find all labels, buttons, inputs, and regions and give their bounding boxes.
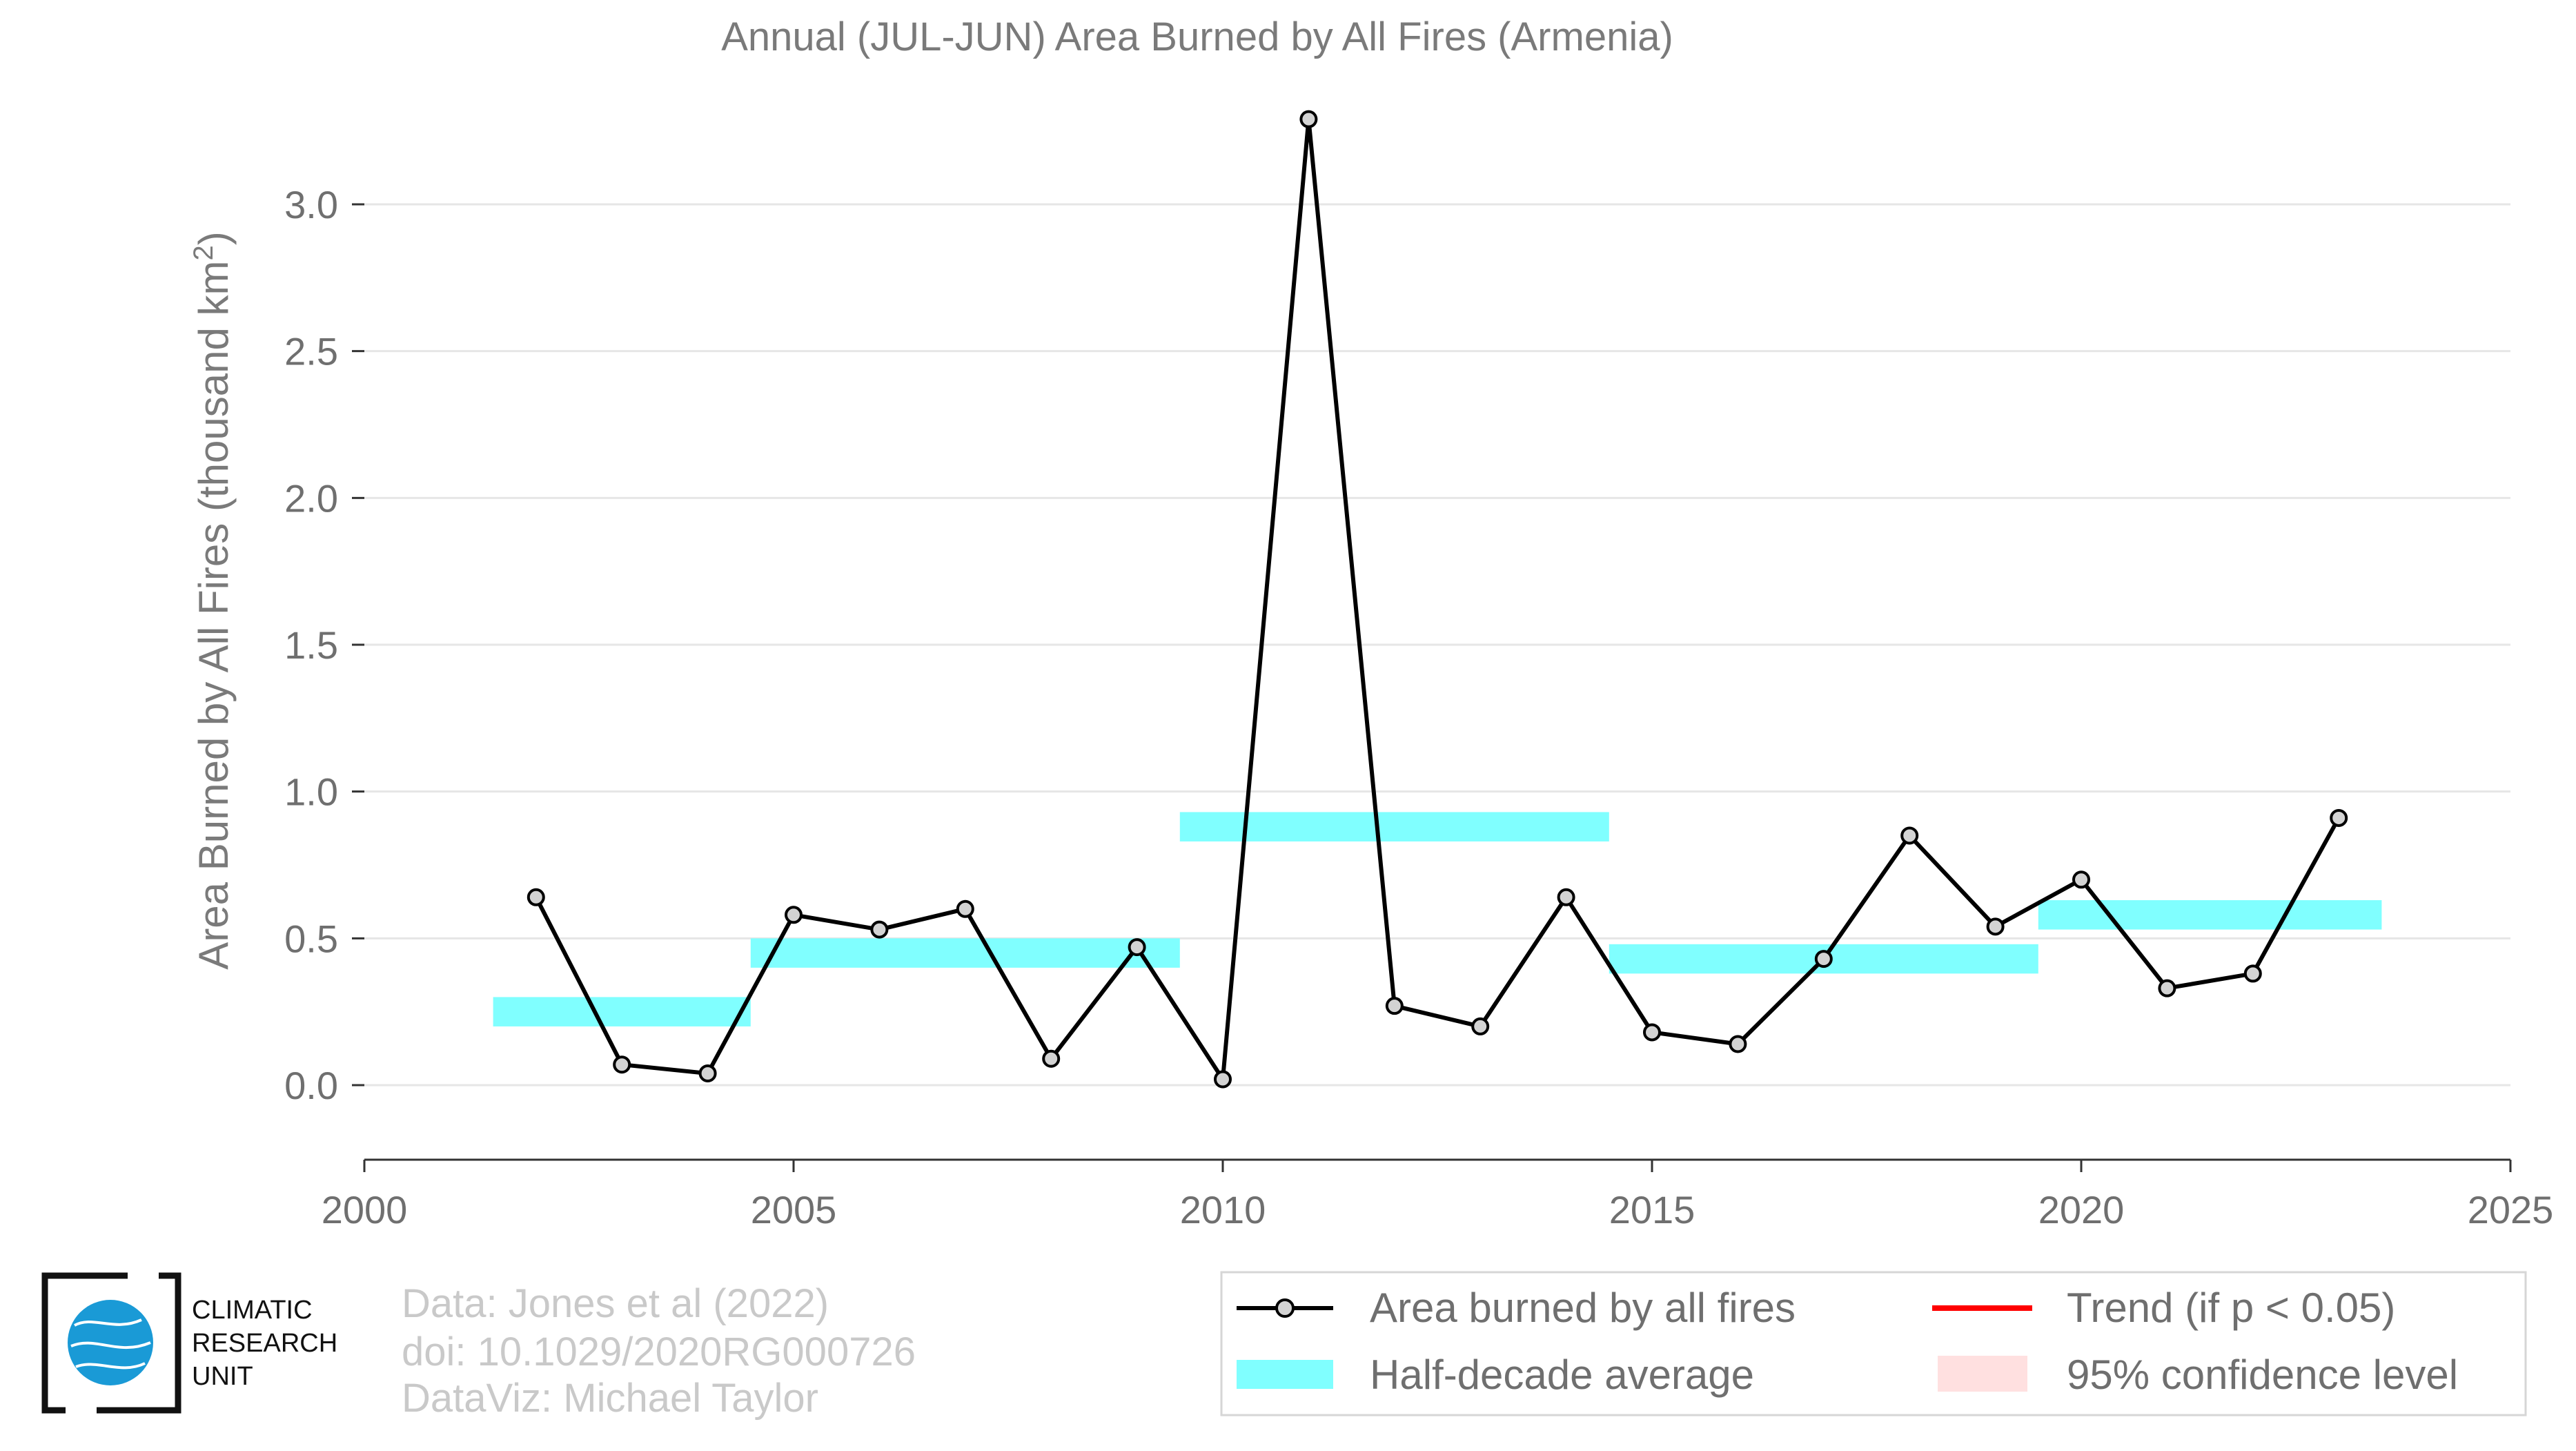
data-point — [2243, 964, 2262, 983]
axes: 0.0 0.5 1.0 1.5 2.0 2.5 3.0 2000 2005 2010 2015 202… — [284, 183, 2553, 1231]
data-point — [1814, 950, 1833, 968]
y-tick-label: 2.5 — [284, 330, 338, 373]
legend-label-trend: Trend (if p < 0.05) — [2067, 1285, 2395, 1331]
x-tick-label: 2020 — [2038, 1188, 2125, 1231]
data-point — [698, 1064, 717, 1082]
x-tick-label: 2000 — [322, 1188, 408, 1231]
logo-bracket-right — [97, 1272, 181, 1414]
x-tick-label: 2025 — [2468, 1188, 2554, 1231]
y-tick-label: 0.5 — [284, 917, 338, 960]
half-decade-bar — [750, 938, 1180, 968]
x-tick-label: 2005 — [751, 1188, 837, 1231]
data-point — [956, 899, 974, 918]
grid-lines — [364, 203, 2510, 1087]
data-point — [527, 888, 545, 906]
credit-data: Data: Jones et al (2022) — [402, 1281, 829, 1326]
series-line-path — [534, 117, 2341, 1082]
logo-globe-lines — [70, 1318, 151, 1370]
data-point — [870, 920, 889, 939]
y-tick-label: 1.5 — [284, 623, 338, 667]
x-tick-label: 2015 — [1609, 1188, 1695, 1231]
legend: Area burned by all fires Trend (if p < 0… — [1220, 1271, 2527, 1416]
data-point — [1299, 110, 1318, 128]
logo-text-1: CLIMATIC — [192, 1296, 313, 1325]
data-point — [1643, 1023, 1661, 1042]
data-point — [2330, 808, 2348, 827]
y-axis-label-main: Area Burned by All Fires (thousand km — [190, 261, 237, 970]
legend-swatch-half-decade — [1237, 1360, 1333, 1389]
credit-doi: doi: 10.1029/2020RG000726 — [402, 1330, 916, 1374]
logo-text-2: RESEARCH — [192, 1329, 337, 1358]
chart-title: Annual (JUL-JUN) Area Burned by All Fire… — [721, 14, 1673, 59]
y-axis-label-sup: 2 — [188, 245, 219, 260]
logo-bracket-left — [41, 1272, 128, 1414]
half-decade-bar — [493, 997, 751, 1026]
half-decade-bar — [1179, 812, 1609, 841]
data-point — [1986, 917, 2005, 936]
legend-label-confidence: 95% confidence level — [2067, 1352, 2458, 1398]
cru-logo: CLIMATIC RESEARCH UNIT — [41, 1272, 337, 1414]
data-point — [1042, 1049, 1061, 1068]
legend-swatch-series-marker — [1275, 1298, 1295, 1318]
credit-dataviz: DataViz: Michael Taylor — [402, 1376, 818, 1421]
data-point — [785, 906, 803, 924]
x-tick-label: 2010 — [1180, 1188, 1266, 1231]
half-decade-average-bars — [493, 812, 2382, 1026]
data-point — [1729, 1035, 1747, 1053]
logo-text-3: UNIT — [192, 1362, 253, 1391]
legend-label-series: Area burned by all fires — [1370, 1285, 1796, 1331]
legend-label-half-decade: Half-decade average — [1370, 1352, 1754, 1398]
y-axis-label: Area Burned by All Fires (thousand km2) — [188, 231, 237, 969]
y-tick-label: 2.0 — [284, 476, 338, 520]
data-point — [2072, 870, 2090, 889]
data-point — [1471, 1017, 1490, 1035]
data-point — [1557, 888, 1575, 906]
data-point — [1900, 826, 1919, 845]
legend-swatch-confidence — [1938, 1356, 2027, 1392]
y-tick-label: 1.0 — [284, 770, 338, 814]
data-point — [613, 1055, 631, 1074]
y-tick-label: 0.0 — [284, 1064, 338, 1107]
series-line — [534, 117, 2341, 1082]
data-point — [1385, 997, 1404, 1015]
data-point — [2158, 979, 2176, 997]
half-decade-bar — [2038, 900, 2382, 930]
data-point — [1128, 938, 1146, 957]
series-points — [527, 110, 2348, 1089]
y-tick-label: 3.0 — [284, 183, 338, 226]
data-point — [1214, 1070, 1232, 1089]
y-axis-label-close: ) — [190, 231, 237, 245]
legend-frame — [1220, 1271, 2527, 1416]
